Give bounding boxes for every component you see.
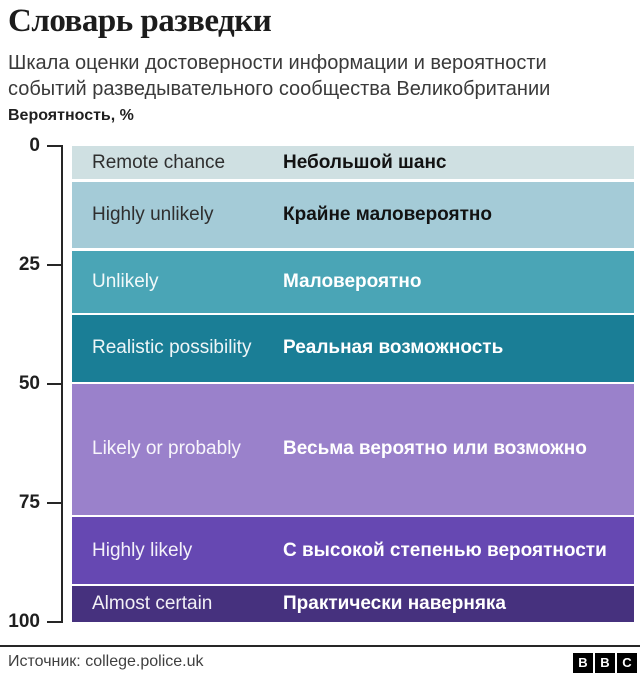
y-tick-label: 0 — [29, 135, 40, 156]
band-label-ru: Реальная возможность — [283, 337, 504, 359]
band-label-en: Likely or probably — [92, 438, 241, 460]
probability-band: Unlikely Маловероятно — [72, 250, 634, 313]
probability-band: Highly likely С высокой степенью вероятно… — [72, 517, 634, 584]
y-tick-mark — [47, 264, 63, 266]
probability-band: Almost certain Практически наверняка — [72, 586, 634, 622]
band-label-en: Unlikely — [92, 270, 159, 292]
band-label-en: Highly unlikely — [92, 204, 214, 225]
band-label-ru: Крайне маловероятно — [283, 204, 492, 225]
probability-band: Remote chance Небольшой шанс — [72, 146, 634, 180]
probability-band: Likely or probably Весьма вероятно или во… — [72, 384, 634, 515]
y-tick-label: 100 — [8, 611, 40, 632]
probability-bands: Remote chance Небольшой шанс Highly unlike… — [72, 146, 634, 622]
band-label-en: Realistic possibility — [92, 337, 252, 359]
footer-divider — [0, 645, 640, 647]
y-tick-label: 25 — [18, 254, 40, 275]
source-text: Источник: college.police.uk — [8, 653, 204, 670]
band-label-ru: Практически наверняка — [283, 593, 506, 615]
probability-band: Realistic possibility Реальная возможност… — [72, 314, 634, 382]
bbc-logo-block: C — [617, 653, 637, 673]
band-label-ru: Небольшой шанс — [283, 151, 447, 173]
bbc-logo-block: B — [573, 653, 593, 673]
band-label-en: Highly likely — [92, 539, 193, 561]
subtitle-line-1: Шкала оценки достоверности информации и … — [8, 52, 547, 74]
y-tick-mark — [47, 502, 63, 504]
band-label-en: Remote chance — [92, 151, 226, 173]
band-label-ru: Весьма вероятно или возможно — [283, 438, 587, 460]
y-tick-label: 50 — [18, 373, 40, 394]
y-axis-title: Вероятность, % — [8, 107, 134, 124]
subtitle-line-2: событий разведывательного сообщества Вел… — [8, 78, 551, 100]
probability-band: Highly unlikely Крайне маловероятно — [72, 181, 634, 249]
y-tick-mark — [47, 145, 63, 147]
y-tick-mark — [47, 621, 63, 623]
subtitle: Шкала оценки достоверности информации и … — [8, 50, 636, 102]
page-title: Словарь разведки — [8, 3, 272, 39]
bbc-logo-block: B — [595, 653, 615, 673]
band-label-en: Almost certain — [92, 593, 213, 615]
y-tick-label: 75 — [18, 492, 40, 513]
probability-chart: 0 25 50 75 100 Remote chance Небольшой шанс Hi… — [0, 135, 640, 632]
y-tick-mark — [47, 383, 63, 385]
band-label-ru: Маловероятно — [283, 270, 422, 292]
band-label-ru: С высокой степенью вероятности — [283, 539, 607, 561]
